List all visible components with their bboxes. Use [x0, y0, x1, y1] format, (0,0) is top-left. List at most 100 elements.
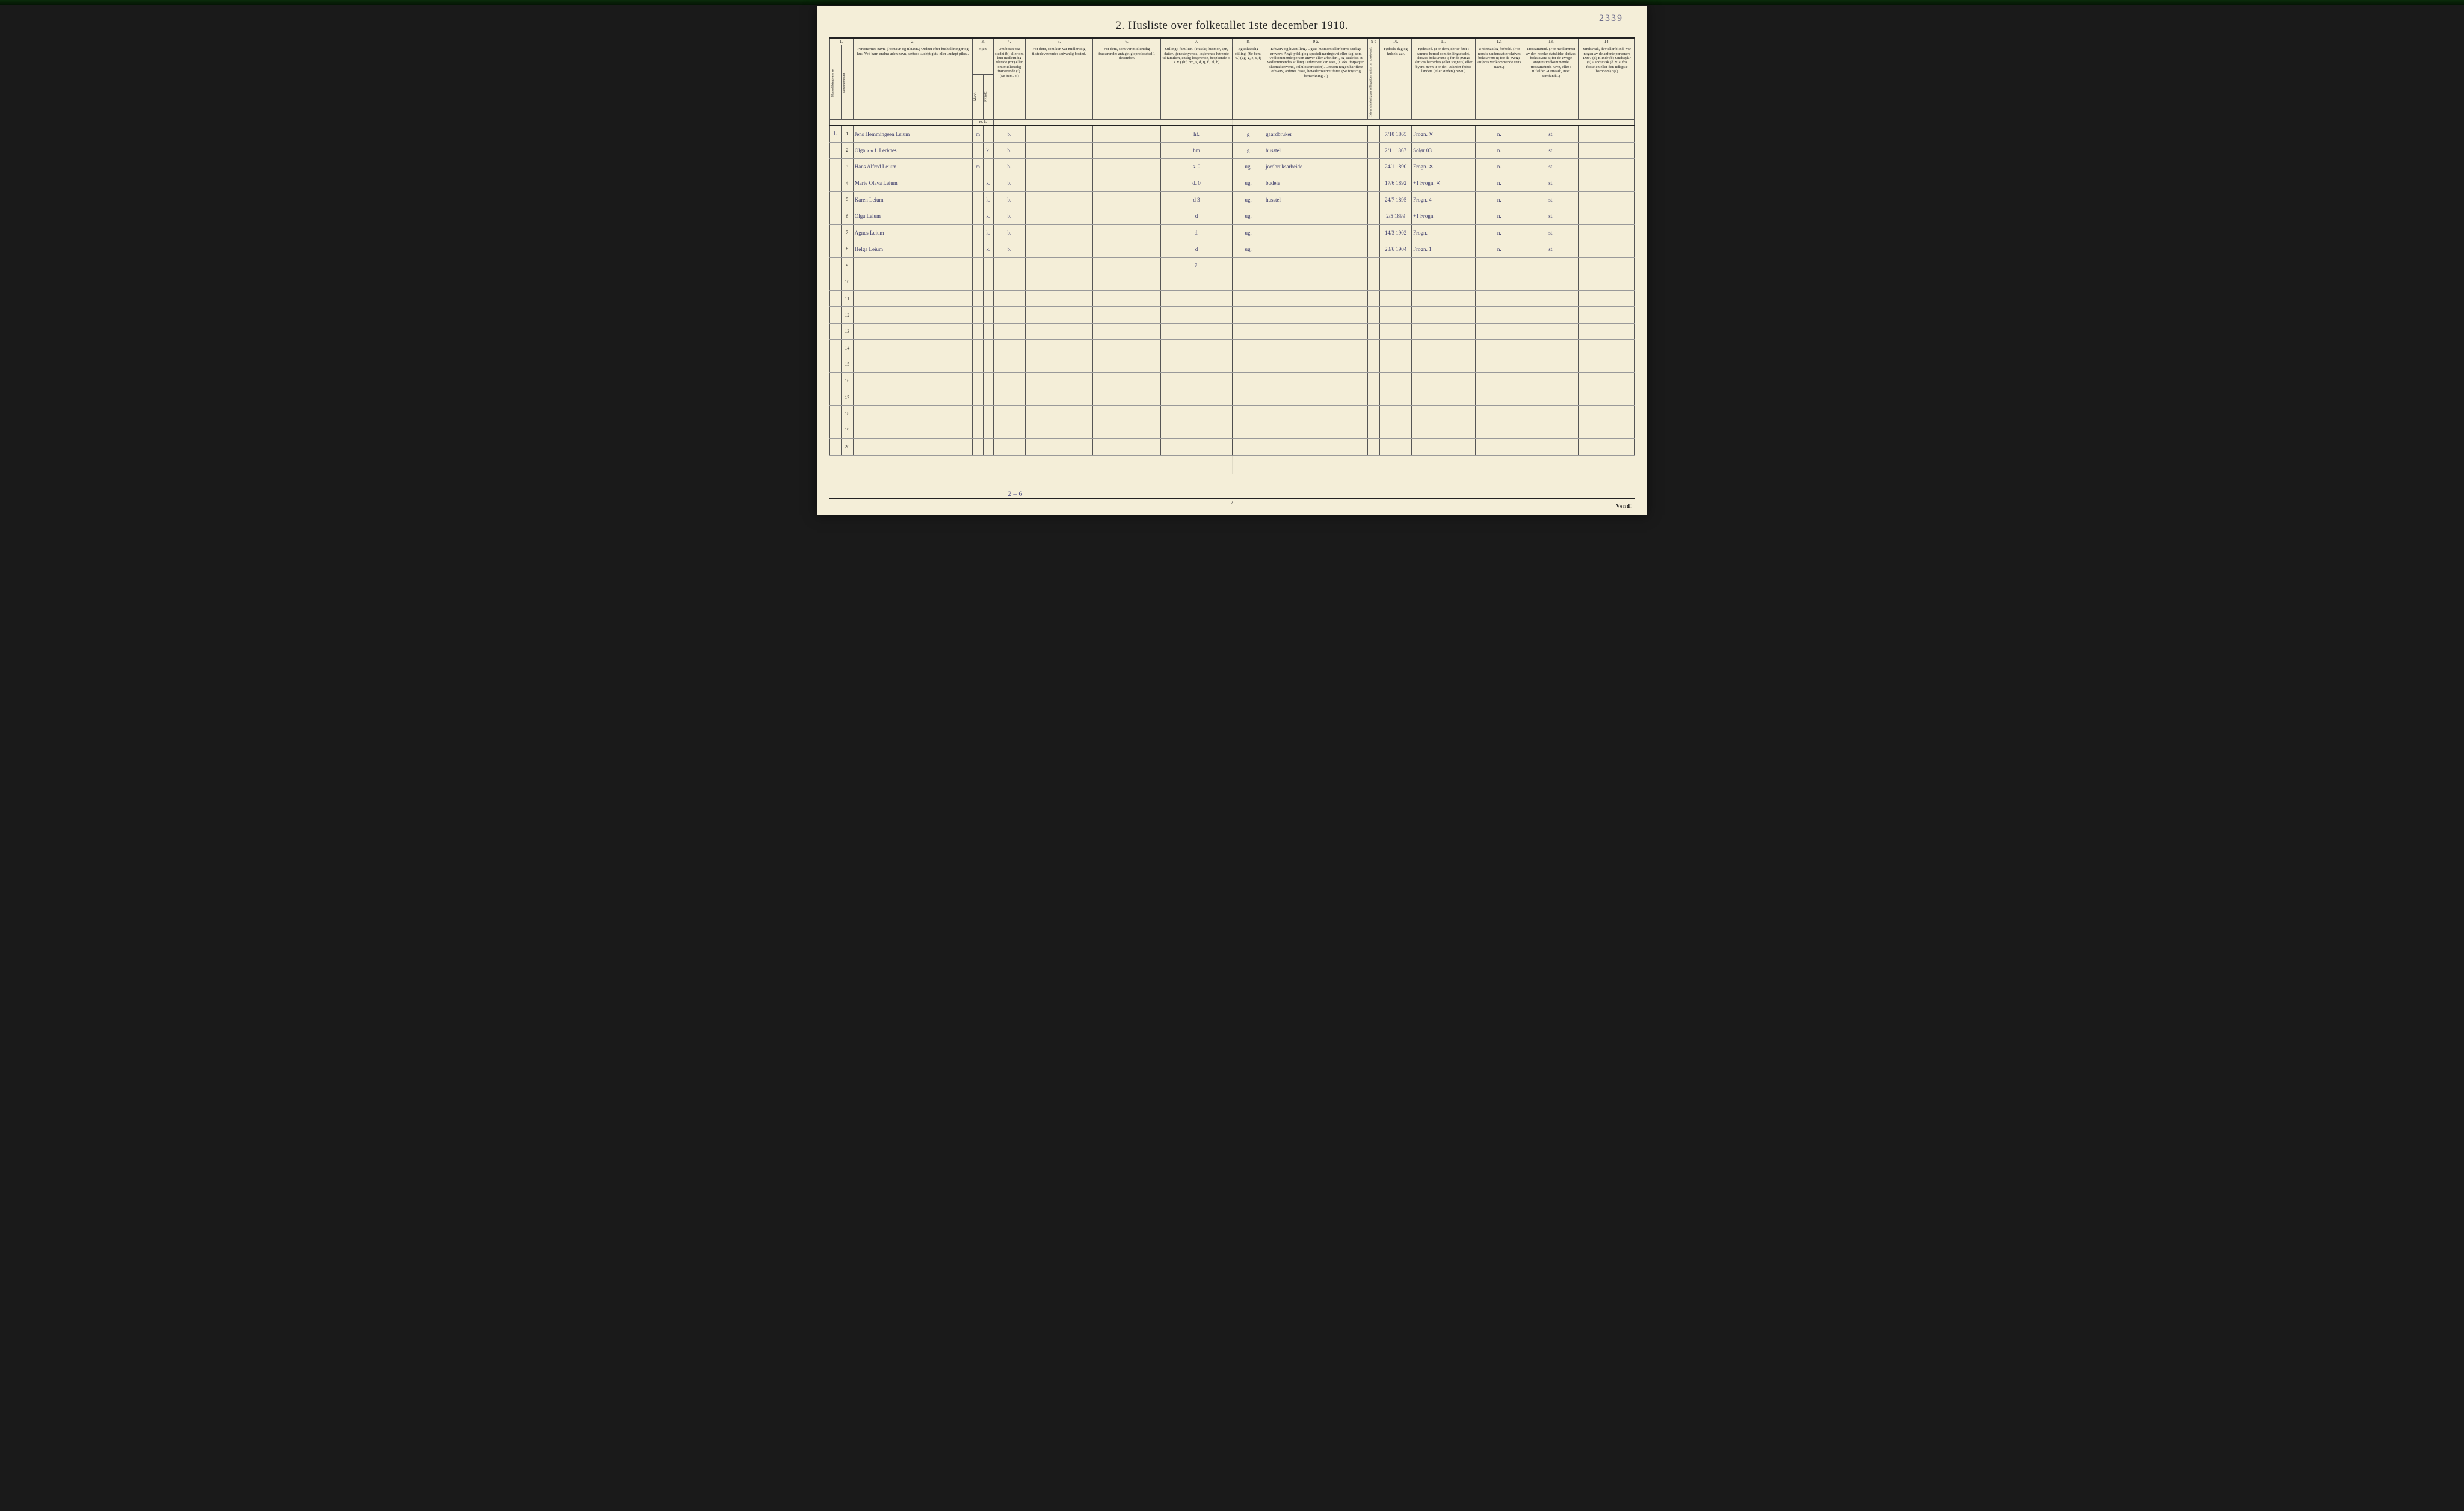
cell-sex-k: [983, 126, 993, 142]
bottom-handwritten-note: 2 – 6: [1008, 489, 1022, 498]
cell-birthplace: +1 Frogn. ✕: [1412, 175, 1476, 191]
cell-family-position: d.: [1160, 224, 1232, 241]
cell-occupation: husstel: [1264, 191, 1368, 208]
cell-person-nr: 8: [841, 241, 853, 257]
table-row: 13: [830, 323, 1635, 339]
corner-page-number: 2339: [1599, 13, 1623, 24]
cell-occupation: [1264, 356, 1368, 372]
cell-bosat: [993, 258, 1025, 274]
cell-household-nr: [830, 372, 842, 389]
cell-family-position: 7.: [1160, 258, 1232, 274]
cell-nationality: [1476, 307, 1523, 323]
cell-col6: [1093, 406, 1161, 422]
cell-occupation: [1264, 307, 1368, 323]
cell-sex-m: [973, 290, 983, 306]
cell-col6: [1093, 258, 1161, 274]
cell-religion: st.: [1523, 142, 1579, 158]
cell-birthdate: [1380, 258, 1412, 274]
cell-disability: [1579, 175, 1635, 191]
cell-sex-k: [983, 290, 993, 306]
cell-nationality: [1476, 274, 1523, 290]
cell-name: [853, 307, 973, 323]
colnum-2: 2.: [853, 39, 973, 45]
cell-nationality: n.: [1476, 126, 1523, 142]
cell-birthplace: [1412, 290, 1476, 306]
cell-bosat: b.: [993, 208, 1025, 224]
table-row: 8Helga Leiumk.b.dug.23/6 1904Frogn. 1n.s…: [830, 241, 1635, 257]
cell-disability: [1579, 422, 1635, 438]
cell-bosat: [993, 274, 1025, 290]
cell-sex-k: [983, 439, 993, 455]
table-row: 17: [830, 389, 1635, 406]
cell-birthdate: [1380, 323, 1412, 339]
cell-name: Olga Leium: [853, 208, 973, 224]
cell-birthdate: [1380, 274, 1412, 290]
cell-nationality: [1476, 406, 1523, 422]
cell-birthdate: [1380, 439, 1412, 455]
cell-marital: [1233, 323, 1264, 339]
cell-unemployed: [1368, 191, 1380, 208]
cell-religion: [1523, 439, 1579, 455]
cell-household-nr: [830, 323, 842, 339]
cell-col6: [1093, 323, 1161, 339]
cell-sex-k: [983, 307, 993, 323]
cell-marital: [1233, 422, 1264, 438]
cell-family-position: [1160, 307, 1232, 323]
cell-sex-m: [973, 406, 983, 422]
cell-name: [853, 406, 973, 422]
cell-birthdate: 7/10 1865: [1380, 126, 1412, 142]
cell-household-nr: [830, 422, 842, 438]
colnum-6: 6.: [1093, 39, 1161, 45]
cell-family-position: [1160, 340, 1232, 356]
cell-unemployed: [1368, 439, 1380, 455]
cell-person-nr: 1: [841, 126, 853, 142]
cell-birthplace: [1412, 406, 1476, 422]
cell-col6: [1093, 422, 1161, 438]
hdr-col13: Trossamfund. (For medlemmer av den norsk…: [1523, 45, 1579, 120]
cell-sex-k: k.: [983, 241, 993, 257]
cell-birthplace: Solør 03: [1412, 142, 1476, 158]
cell-birthplace: [1412, 323, 1476, 339]
cell-person-nr: 6: [841, 208, 853, 224]
cell-disability: [1579, 126, 1635, 142]
cell-col5: [1025, 389, 1093, 406]
cell-person-nr: 4: [841, 175, 853, 191]
cell-occupation: jordbruksarbeide: [1264, 159, 1368, 175]
cell-unemployed: [1368, 356, 1380, 372]
cell-unemployed: [1368, 142, 1380, 158]
cell-sex-m: [973, 422, 983, 438]
cell-col5: [1025, 224, 1093, 241]
table-header: 1. 2. 3. 4. 5. 6. 7. 8. 9 a. 9 b 10. 11.…: [830, 39, 1635, 126]
cell-name: Karen Leium: [853, 191, 973, 208]
cell-person-nr: 16: [841, 372, 853, 389]
cell-religion: [1523, 406, 1579, 422]
cell-occupation: [1264, 439, 1368, 455]
hdr-sex-m: Mand.: [973, 74, 983, 119]
hdr-col9a: Erhverv og livsstilling. Ogsaa husmors e…: [1264, 45, 1368, 120]
cell-birthplace: [1412, 307, 1476, 323]
hdr-sex: Kjøn.: [973, 45, 993, 75]
cell-col6: [1093, 389, 1161, 406]
cell-religion: [1523, 290, 1579, 306]
cell-family-position: d: [1160, 241, 1232, 257]
cell-person-nr: 5: [841, 191, 853, 208]
cell-birthplace: Frogn. 4: [1412, 191, 1476, 208]
cell-marital: ug.: [1233, 224, 1264, 241]
colnum-11: 11.: [1412, 39, 1476, 45]
cell-unemployed: [1368, 224, 1380, 241]
cell-name: [853, 290, 973, 306]
cell-person-nr: 20: [841, 439, 853, 455]
cell-birthplace: [1412, 439, 1476, 455]
cell-col6: [1093, 208, 1161, 224]
cell-sex-k: [983, 406, 993, 422]
cell-col5: [1025, 422, 1093, 438]
cell-marital: [1233, 389, 1264, 406]
cell-sex-k: k.: [983, 175, 993, 191]
cell-col5: [1025, 258, 1093, 274]
cell-family-position: hf.: [1160, 126, 1232, 142]
cell-marital: [1233, 274, 1264, 290]
cell-unemployed: [1368, 372, 1380, 389]
table-row: 19: [830, 422, 1635, 438]
cell-family-position: [1160, 274, 1232, 290]
cell-household-nr: [830, 224, 842, 241]
